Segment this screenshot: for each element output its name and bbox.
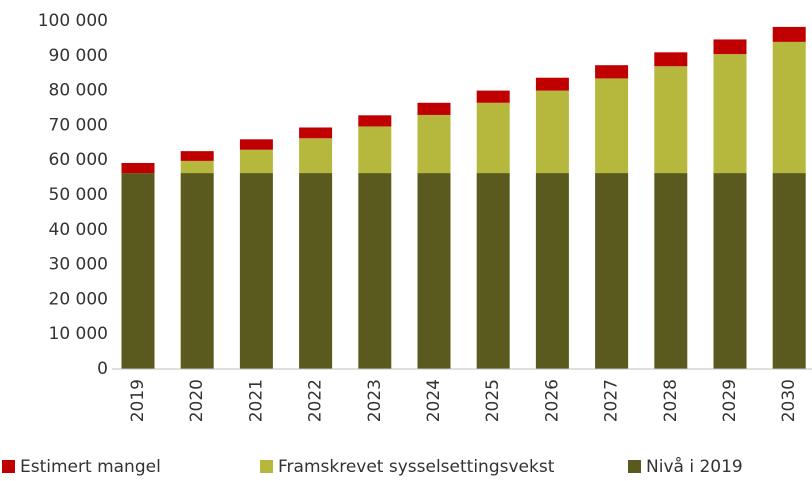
bar-segment bbox=[595, 78, 629, 174]
x-tick-label: 2030 bbox=[779, 379, 799, 422]
y-tick-label: 70 000 bbox=[49, 115, 108, 135]
legend-label: Estimert mangel bbox=[20, 457, 161, 477]
bar-segment bbox=[358, 173, 392, 369]
x-tick-label: 2025 bbox=[483, 379, 503, 422]
y-tick-label: 50 000 bbox=[49, 185, 108, 205]
y-tick-label: 80 000 bbox=[49, 81, 108, 101]
bar-segment bbox=[476, 173, 510, 369]
y-tick-label: 30 000 bbox=[49, 255, 108, 275]
x-tick-label: 2027 bbox=[602, 379, 622, 422]
bar-segment bbox=[239, 173, 273, 369]
bar-segment bbox=[239, 149, 273, 174]
bar-segment bbox=[535, 173, 569, 369]
bar-segment bbox=[239, 139, 273, 150]
bar-segment bbox=[299, 127, 333, 139]
x-tick-label: 2026 bbox=[542, 379, 562, 422]
bar-segment bbox=[476, 90, 510, 103]
bar-segment bbox=[299, 173, 333, 369]
y-tick-label: 10 000 bbox=[49, 324, 108, 344]
x-tick-label: 2028 bbox=[661, 379, 681, 422]
bar-segment bbox=[713, 54, 747, 174]
bar-segment bbox=[417, 114, 451, 174]
x-tick-label: 2023 bbox=[365, 379, 385, 422]
bar-segment bbox=[595, 173, 629, 369]
bar-segment bbox=[654, 173, 688, 369]
y-tick-label: 100 000 bbox=[38, 11, 108, 31]
legend-swatch bbox=[2, 460, 15, 473]
legend-swatch bbox=[260, 460, 273, 473]
x-tick-label: 2019 bbox=[128, 379, 148, 422]
bar-segment bbox=[654, 66, 688, 174]
bar-segment bbox=[180, 173, 214, 369]
x-tick-label: 2022 bbox=[306, 379, 326, 422]
bar-segment bbox=[713, 173, 747, 369]
y-tick-label: 20 000 bbox=[49, 289, 108, 309]
bar-segment bbox=[121, 173, 155, 369]
bar-segment bbox=[180, 160, 214, 174]
bar-segment bbox=[772, 26, 806, 42]
bar-segment bbox=[358, 126, 392, 174]
bar-segment bbox=[535, 77, 569, 91]
bar-segment bbox=[417, 173, 451, 369]
x-tick-label: 2024 bbox=[424, 379, 444, 422]
x-tick-label: 2020 bbox=[187, 379, 207, 422]
legend-swatch bbox=[628, 460, 641, 473]
bar-segment bbox=[417, 102, 451, 115]
bar-segment bbox=[121, 162, 155, 174]
bar-segment bbox=[476, 102, 510, 174]
bar-segment bbox=[180, 151, 214, 161]
x-tick-label: 2029 bbox=[720, 379, 740, 422]
y-tick-label: 40 000 bbox=[49, 220, 108, 240]
bar-segment bbox=[595, 65, 629, 79]
legend-label: Framskrevet sysselsettingsvekst bbox=[278, 457, 555, 477]
bar-segment bbox=[654, 52, 688, 67]
bar-segment bbox=[713, 39, 747, 55]
legend-label: Nivå i 2019 bbox=[646, 456, 743, 477]
bar-segment bbox=[358, 115, 392, 127]
bar-segment bbox=[299, 138, 333, 174]
x-tick-label: 2021 bbox=[246, 379, 266, 422]
bar-segment bbox=[535, 90, 569, 174]
bar-segment bbox=[772, 173, 806, 369]
y-tick-label: 0 bbox=[97, 359, 108, 379]
bar-segment bbox=[772, 41, 806, 174]
y-tick-label: 60 000 bbox=[49, 150, 108, 170]
y-tick-label: 90 000 bbox=[49, 46, 108, 66]
